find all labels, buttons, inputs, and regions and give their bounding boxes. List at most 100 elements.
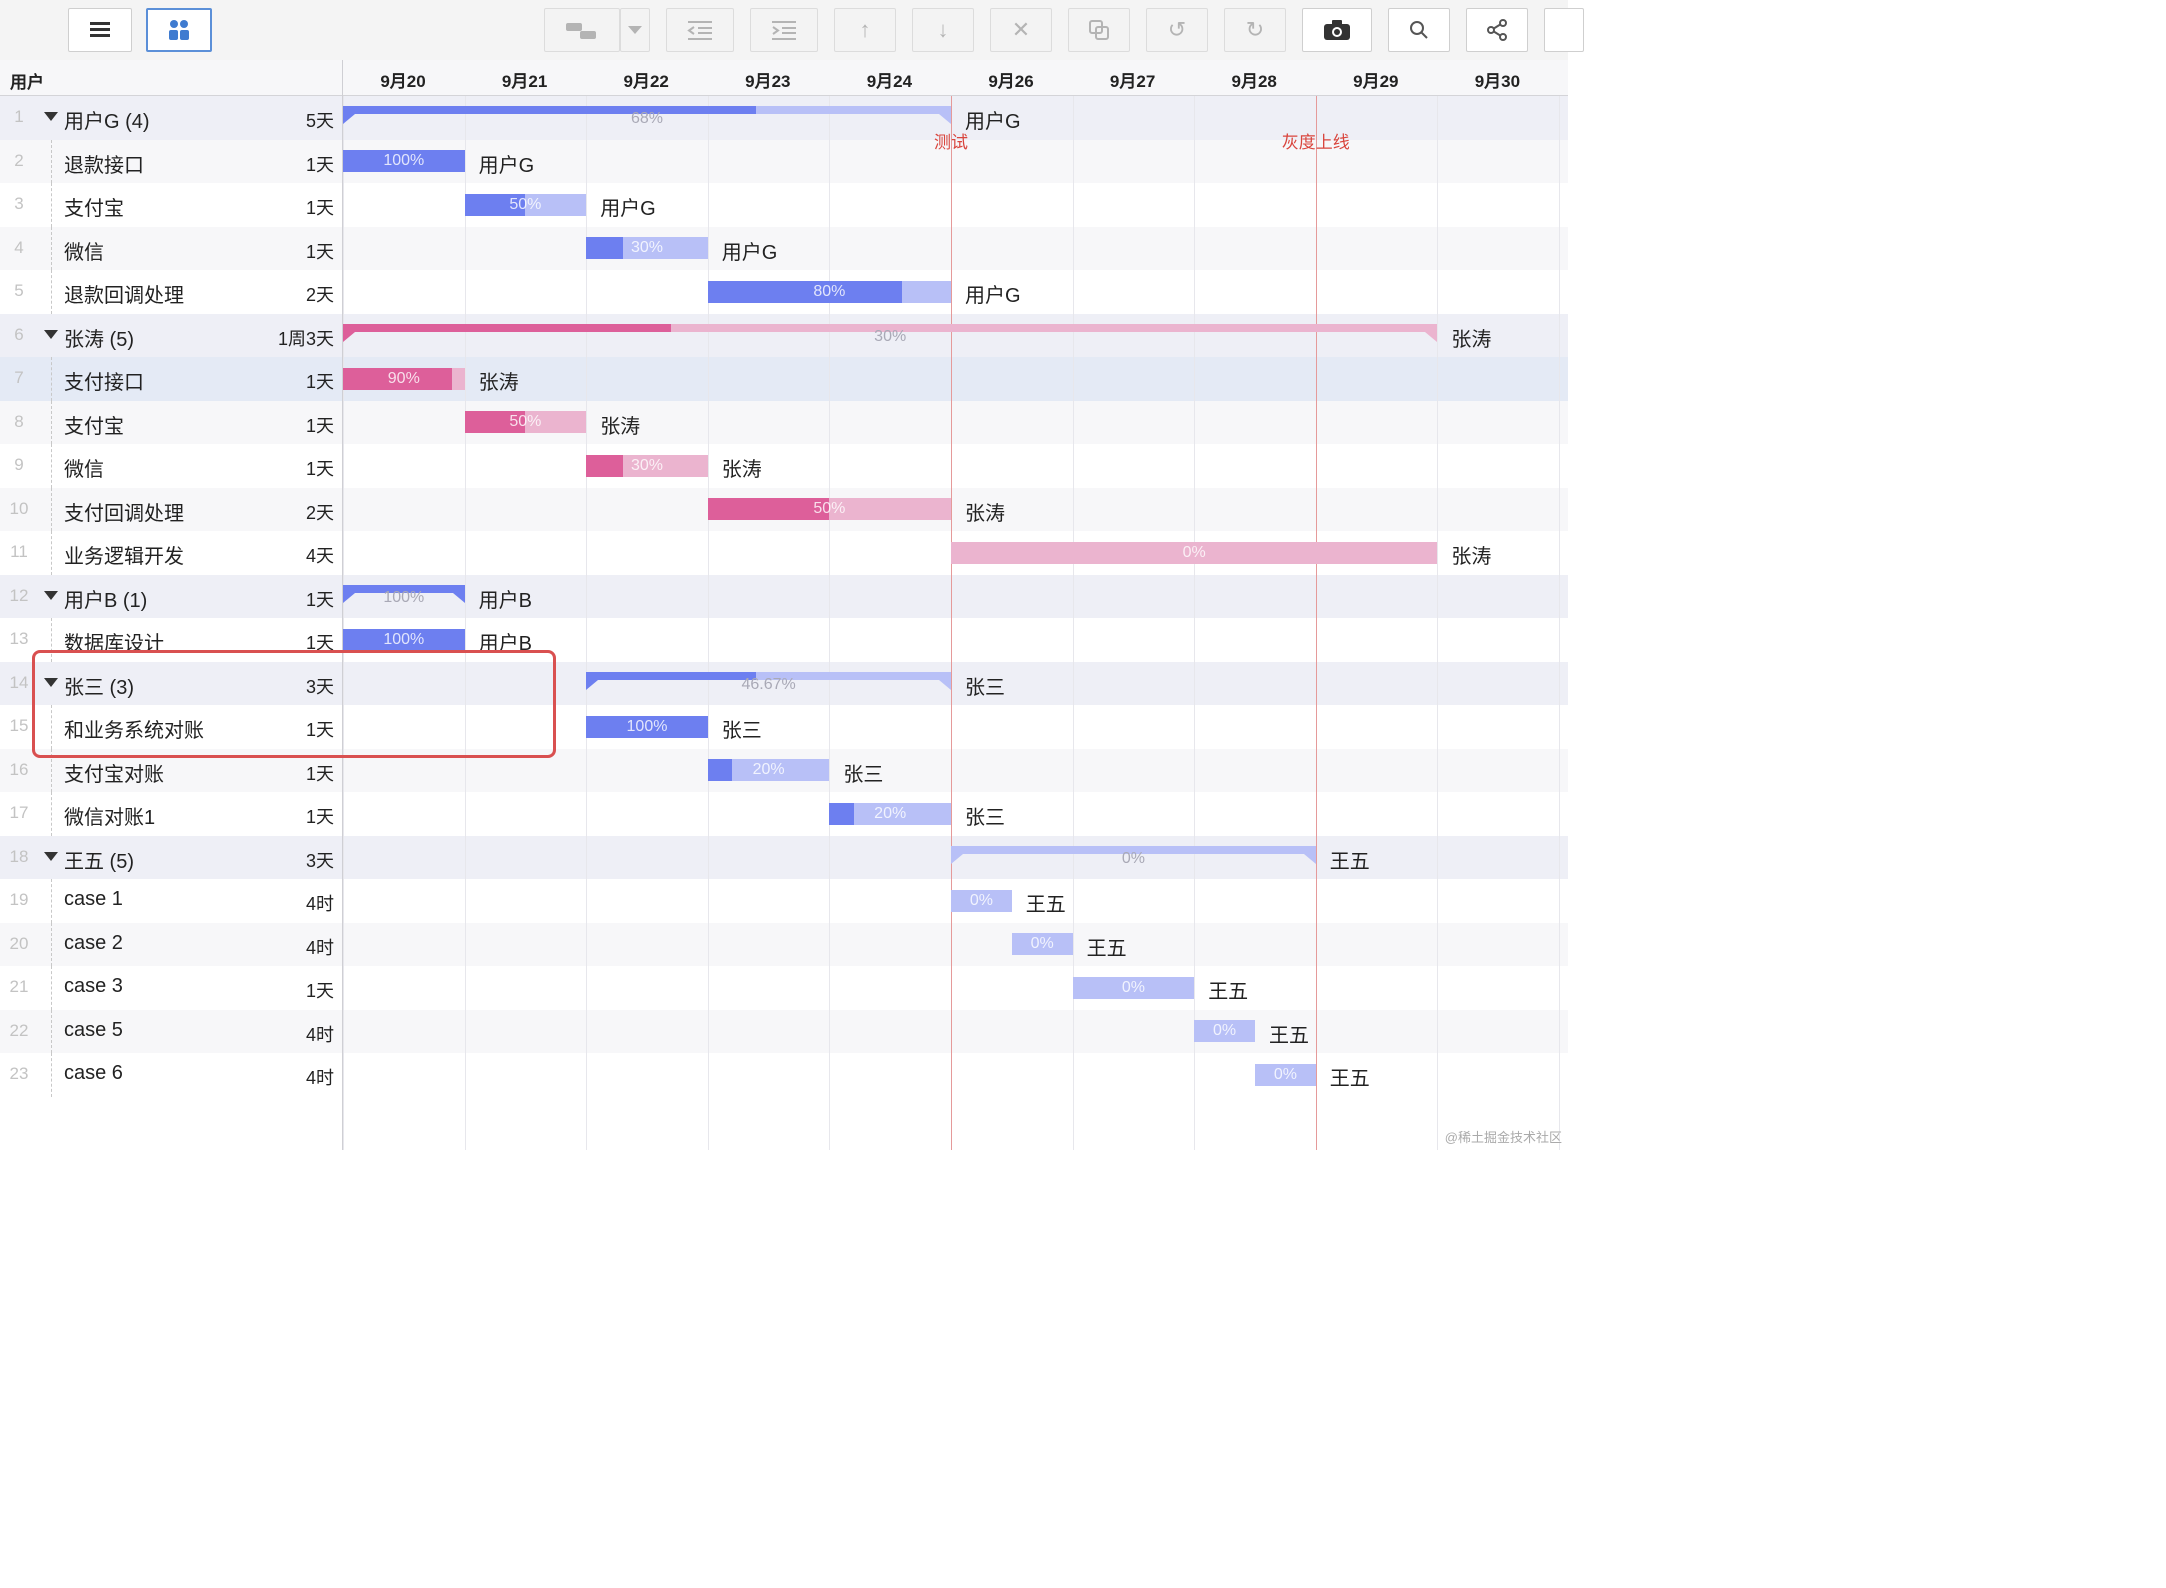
assignee-label: 王五 [1329, 1068, 1370, 1090]
task-link-icon[interactable] [544, 8, 620, 52]
collapse-triangle-icon[interactable] [44, 329, 58, 339]
assignee-label: 张涛 [1451, 546, 1492, 568]
duration: 4时 [305, 894, 334, 914]
duration: 1天 [305, 415, 334, 436]
duration: 1周3天 [277, 328, 334, 349]
redo-icon[interactable]: ↻ [1224, 8, 1286, 52]
move-down-icon[interactable]: ↓ [912, 8, 974, 52]
task-row[interactable]: 17 微信对账1 1天 [0, 792, 1568, 836]
share-icon[interactable] [1466, 8, 1528, 52]
gantt-header: 用户 9月20 9月21 9月22 9月23 9月24 9月26 9月27 9月28 9月29 9… [0, 60, 1568, 96]
assignee-label: 王五 [1025, 894, 1066, 916]
group-row[interactable]: 12 用户B (1) 1天 [0, 574, 1568, 618]
group-summary-bar[interactable]: 46.67% [586, 671, 951, 698]
task-row[interactable]: 8 支付宝 1天 [0, 400, 1568, 444]
move-up-icon[interactable]: ↑ [834, 8, 896, 52]
task-bar[interactable]: 80% [707, 280, 951, 303]
task-bar[interactable]: 90% [343, 367, 465, 390]
task-bar[interactable]: 100% [343, 150, 465, 172]
task-bar[interactable]: 20% [707, 759, 830, 781]
task-name: 微信对账1 [64, 807, 156, 829]
task-row[interactable]: 19 case 1 4时 [0, 879, 1568, 923]
assignee-label: 王五 [1269, 1024, 1309, 1047]
task-row[interactable]: 21 case 3 1天 [0, 966, 1568, 1010]
duration: 4时 [305, 1068, 334, 1088]
dropdown-arrow-icon[interactable] [620, 8, 650, 52]
duration: 4时 [305, 1024, 334, 1045]
task-bar[interactable]: 50% [464, 411, 587, 433]
user-group-icon[interactable] [146, 8, 212, 52]
group-name: 用户B (1) [64, 589, 148, 612]
task-bar[interactable]: 100% [586, 715, 708, 738]
camera-icon[interactable] [1302, 8, 1372, 52]
tree-line [51, 487, 52, 531]
search-icon[interactable] [1388, 8, 1450, 52]
collapse-triangle-icon[interactable] [44, 590, 58, 600]
task-row[interactable]: 2 退款接口 1天 [0, 139, 1568, 183]
list-view-icon[interactable] [68, 8, 132, 52]
task-bar-fill [707, 498, 830, 520]
row-number: 20 [9, 933, 29, 953]
tree-line [51, 183, 52, 227]
task-row[interactable]: 4 微信 1天 [0, 226, 1568, 270]
copy-icon[interactable] [1068, 8, 1130, 52]
row-number: 6 [14, 324, 24, 344]
task-row[interactable]: 7 支付接口 1天 [0, 357, 1568, 401]
task-bar[interactable]: 30% [586, 454, 708, 477]
progress-percent: 0% [1273, 1065, 1297, 1083]
assignee-label: 王五 [1208, 981, 1249, 1003]
progress-percent: 68% [630, 110, 664, 127]
group-bar-right-cap [452, 592, 465, 603]
group-bar-track [343, 323, 1438, 332]
group-bar-left-cap [343, 114, 355, 124]
outdent-icon[interactable] [666, 8, 734, 52]
task-row[interactable]: 15 和业务系统对账 1天 [0, 705, 1568, 749]
task-bar-fill [464, 411, 526, 433]
task-row[interactable]: 9 微信 1天 [0, 444, 1568, 488]
tree-line [51, 1053, 52, 1097]
task-bar[interactable]: 100% [343, 628, 465, 651]
group-summary-bar[interactable]: 0% [951, 845, 1316, 872]
assignee-label: 用户G [965, 285, 1021, 307]
collapse-triangle-icon[interactable] [44, 851, 58, 861]
task-bar[interactable]: 0% [951, 889, 1012, 912]
task-name: 支付接口 [64, 372, 144, 394]
task-row[interactable]: 23 case 6 4时 [0, 1053, 1568, 1097]
assignee-label: 张涛 [478, 372, 519, 394]
duration: 2天 [305, 285, 334, 305]
progress-percent: 100% [626, 717, 668, 735]
task-row[interactable]: 3 支付宝 1天 [0, 183, 1568, 227]
task-bar[interactable]: 0% [1072, 976, 1195, 999]
collapse-triangle-icon[interactable] [44, 112, 58, 121]
collapse-triangle-icon[interactable] [44, 677, 58, 687]
task-bar[interactable]: 50% [707, 498, 951, 520]
task-bar[interactable]: 0% [951, 541, 1438, 564]
date-header: 9月20 [380, 72, 426, 91]
undo-icon[interactable]: ↺ [1146, 8, 1208, 52]
group-summary-bar[interactable]: 30% [343, 323, 1438, 350]
task-name: case 6 [64, 1062, 123, 1084]
task-row[interactable]: 13 数据库设计 1天 [0, 618, 1568, 662]
delete-icon[interactable]: ✕ [990, 8, 1052, 52]
task-bar[interactable]: 0% [1194, 1020, 1255, 1042]
task-row[interactable]: 20 case 2 4时 [0, 922, 1568, 966]
task-bar[interactable]: 0% [1255, 1063, 1316, 1086]
task-row[interactable]: 5 退款回调处理 2天 [0, 270, 1568, 314]
task-row[interactable]: 11 业务逻辑开发 4天 [0, 531, 1568, 575]
task-bar[interactable]: 0% [1011, 933, 1073, 955]
group-row[interactable]: 6 张涛 (5) 1周3天 [0, 313, 1568, 357]
row-number: 7 [14, 368, 24, 387]
indent-icon[interactable] [750, 8, 818, 52]
task-bar[interactable]: 50% [464, 193, 587, 216]
task-row[interactable]: 22 case 5 4时 [0, 1009, 1568, 1053]
duration: 1天 [305, 372, 334, 392]
task-bar[interactable]: 20% [829, 802, 951, 825]
date-header: 9月26 [988, 72, 1034, 91]
gantt-body: 1 用户G (4) 5天 2 退款接口 1天 3 支付宝 1天 4 微信 1天 5 退款回调处理 2天 6 张涛… [0, 60, 1568, 1150]
group-row[interactable]: 14 张三 (3) 3天 [0, 661, 1568, 705]
more-icon[interactable] [1544, 8, 1584, 52]
group-summary-bar[interactable]: 68% [343, 106, 951, 132]
group-row[interactable]: 1 用户G (4) 5天 [0, 96, 1568, 140]
task-bar[interactable]: 30% [586, 237, 708, 259]
group-summary-bar[interactable]: 100% [343, 584, 465, 611]
